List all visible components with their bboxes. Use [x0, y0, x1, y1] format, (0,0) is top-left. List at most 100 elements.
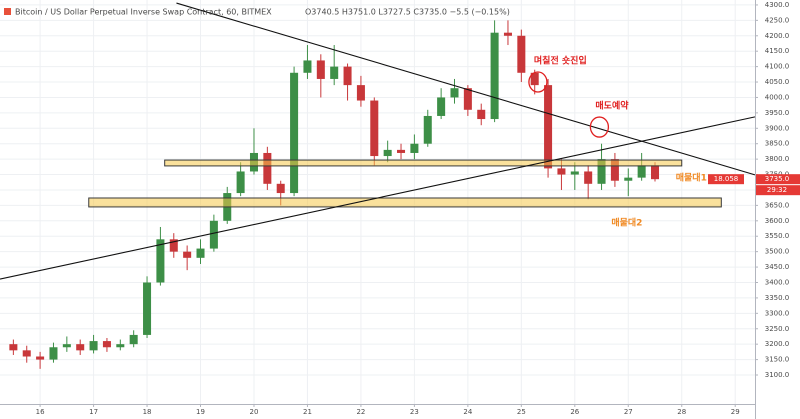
candle-body — [517, 35, 526, 73]
y-tick-label: 4100.0 — [765, 63, 790, 71]
x-tick-label: 27 — [624, 408, 633, 416]
y-tick-label: 3400.0 — [765, 278, 790, 286]
y-tick-label: 4300.0 — [765, 1, 790, 9]
y-tick-label: 3350.0 — [765, 294, 790, 302]
candle-body — [169, 239, 178, 252]
x-tick-label: 20 — [250, 408, 259, 416]
candle-body — [503, 32, 512, 36]
candle-body — [209, 220, 218, 249]
x-tick-label: 25 — [517, 408, 526, 416]
y-tick-label: 3950.0 — [765, 109, 790, 117]
candle-body — [102, 341, 111, 348]
x-tick-label: 19 — [196, 408, 205, 416]
candle-body — [610, 159, 619, 181]
candle-body — [236, 171, 245, 194]
candle-body — [22, 350, 31, 357]
x-tick-label: 28 — [677, 408, 686, 416]
candle-body — [463, 88, 472, 110]
candle-body — [437, 97, 446, 116]
supply-zone — [164, 159, 683, 167]
plot — [9, 20, 660, 369]
x-tick-label: 29 — [731, 408, 740, 416]
chart-title: Bitcoin / US Dollar Perpetual Inverse Sw… — [15, 8, 272, 17]
trend-line — [176, 2, 756, 176]
candle-body — [196, 248, 205, 258]
y-tick-label: 4000.0 — [765, 93, 790, 101]
marker-circle — [528, 71, 548, 93]
zone-label: 매물대1 — [676, 171, 707, 183]
y-tick-label: 3550.0 — [765, 232, 790, 240]
candle-body — [9, 344, 18, 351]
y-tick-label: 3250.0 — [765, 325, 790, 333]
candle-body — [370, 100, 379, 157]
zone-label: 매물대2 — [611, 216, 642, 228]
y-tick-label: 3300.0 — [765, 309, 790, 317]
last-price-label: 3735.0 — [765, 175, 790, 183]
candle-body — [129, 334, 138, 345]
volume-tag — [708, 174, 744, 185]
candle-body — [343, 66, 352, 86]
trend-line — [0, 116, 756, 280]
candle-body — [544, 85, 553, 169]
x-tick-label: 24 — [463, 408, 472, 416]
candle-body — [651, 165, 660, 180]
y-tick-label: 3200.0 — [765, 340, 790, 348]
y-tick-label: 3800.0 — [765, 155, 790, 163]
x-tick-label: 21 — [303, 408, 312, 416]
candle-body — [530, 72, 539, 86]
marker-label: 며칠전 숏진입 — [534, 55, 587, 67]
candle-body — [116, 344, 125, 348]
y-tick-label: 3850.0 — [765, 140, 790, 148]
candle-body — [316, 60, 325, 79]
marker-label: 매도예약 — [595, 100, 629, 112]
candle-body — [584, 171, 593, 184]
candle-body — [276, 183, 285, 194]
x-tick-label: 26 — [570, 408, 579, 416]
y-tick-label: 3450.0 — [765, 263, 790, 271]
supply-zone — [88, 197, 722, 208]
axes: 3100.0 3150.0 3200.0 3250.0 3300.0 3350.0 3400… — [36, 1, 800, 416]
candle-body — [290, 72, 299, 194]
x-tick-label: 22 — [356, 408, 365, 416]
candle-body — [597, 159, 606, 184]
x-tick-label: 18 — [143, 408, 152, 416]
candle-body — [410, 143, 419, 153]
y-tick-label: 3100.0 — [765, 371, 790, 379]
y-tick-label: 4150.0 — [765, 47, 790, 55]
candle-body — [303, 60, 312, 73]
x-tick-label: 23 — [410, 408, 419, 416]
candle-body — [263, 152, 272, 184]
candle-body — [76, 344, 85, 351]
candle-body — [36, 356, 45, 360]
candle-body — [143, 282, 152, 335]
countdown-label: 29:32 — [767, 186, 787, 194]
y-tick-label: 3600.0 — [765, 217, 790, 225]
candle-body — [89, 341, 98, 351]
candle-body — [450, 88, 459, 98]
candle-body — [557, 168, 566, 175]
candle-body — [624, 177, 633, 181]
volume-tag-label: 18.058 — [714, 175, 739, 183]
candle-body — [383, 149, 392, 157]
candle-body — [330, 66, 339, 79]
candle-body — [397, 149, 406, 153]
y-tick-label: 4250.0 — [765, 16, 790, 24]
countdown-tag — [756, 185, 800, 196]
y-tick-label: 3900.0 — [765, 124, 790, 132]
y-tick-label: 4200.0 — [765, 32, 790, 40]
candle-body — [183, 251, 192, 258]
ohlc-legend: O3740.5 H3751.0 L3727.5 C3735.0 −5.5 (−0… — [305, 8, 510, 17]
candle-body — [490, 32, 499, 120]
candle-body — [637, 165, 646, 178]
y-tick-label: 3650.0 — [765, 201, 790, 209]
symbol-icon — [4, 8, 11, 15]
x-tick-label: 17 — [89, 408, 98, 416]
y-tick-label: 3500.0 — [765, 248, 790, 256]
candle-body — [356, 85, 365, 101]
candle-body — [570, 171, 579, 175]
candle-body — [477, 109, 486, 120]
